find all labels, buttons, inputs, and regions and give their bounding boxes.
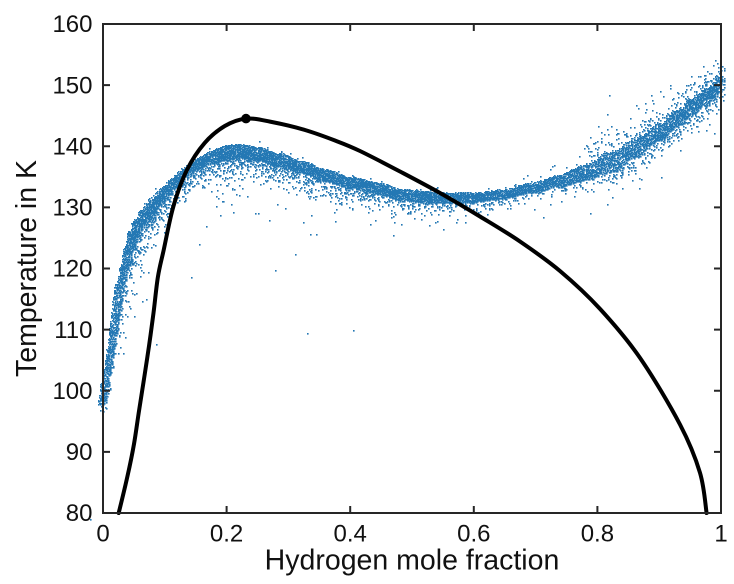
svg-text:150: 150: [52, 72, 92, 99]
svg-text:0.6: 0.6: [457, 521, 490, 548]
svg-text:0.4: 0.4: [334, 521, 367, 548]
svg-text:80: 80: [66, 500, 93, 527]
svg-text:90: 90: [66, 439, 93, 466]
svg-text:Hydrogen mole fraction: Hydrogen mole fraction: [265, 545, 560, 577]
svg-text:0.8: 0.8: [581, 521, 614, 548]
svg-text:0: 0: [96, 521, 109, 548]
svg-text:Temperature in K: Temperature in K: [11, 160, 43, 377]
svg-text:0.2: 0.2: [210, 521, 243, 548]
svg-text:160: 160: [52, 11, 92, 38]
svg-text:130: 130: [52, 195, 92, 222]
svg-text:140: 140: [52, 133, 92, 160]
svg-text:100: 100: [52, 378, 92, 405]
svg-text:120: 120: [52, 256, 92, 283]
svg-text:110: 110: [54, 317, 92, 344]
svg-text:1: 1: [714, 521, 727, 548]
